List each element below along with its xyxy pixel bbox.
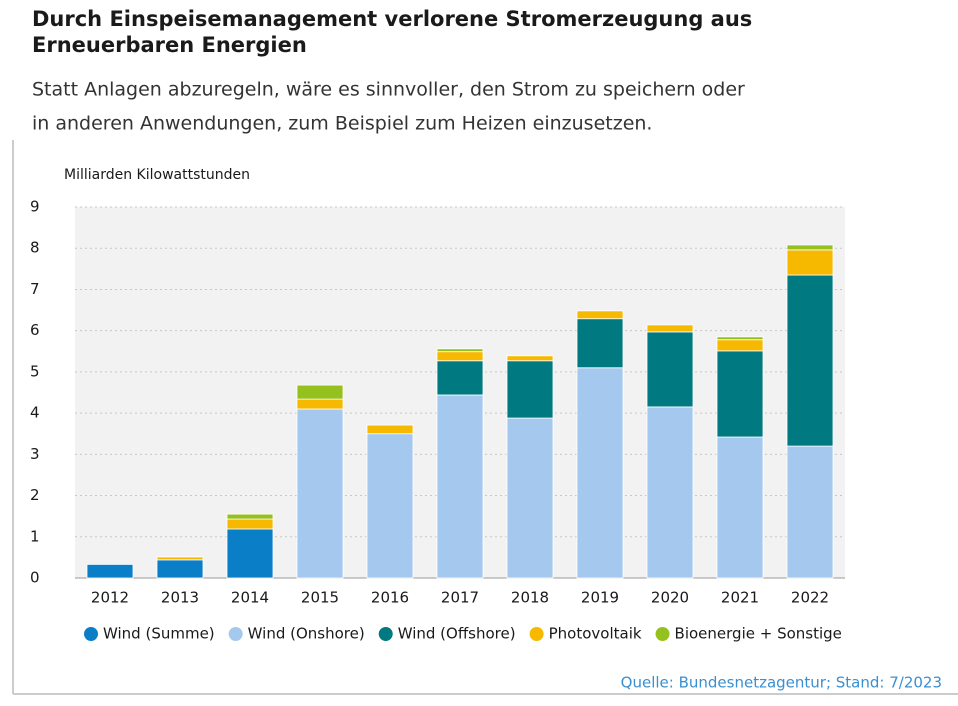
- bar-segment: [786, 445, 834, 579]
- y-tick-label: 0: [30, 569, 40, 587]
- legend-swatch: [228, 627, 243, 641]
- chart-title: Erneuerbaren Energien: [32, 33, 307, 57]
- bar-segment: [576, 310, 624, 320]
- bar-segment: [366, 424, 414, 435]
- y-tick-label: 2: [30, 486, 40, 504]
- x-tick-label: 2012: [91, 589, 129, 607]
- bar-segment: [436, 348, 484, 353]
- bar-segment: [716, 436, 764, 579]
- legend-label: Wind (Offshore): [398, 625, 516, 643]
- bar-segment: [226, 528, 274, 579]
- x-tick-label: 2021: [721, 589, 759, 607]
- x-tick-label: 2015: [301, 589, 339, 607]
- bar-segment: [576, 318, 624, 369]
- bar-segment: [296, 384, 344, 400]
- bar-segment: [296, 398, 344, 410]
- y-tick-label: 3: [30, 445, 40, 463]
- y-tick-label: 7: [30, 280, 40, 298]
- chart-title: Durch Einspeisemanagement verlorene Stro…: [32, 7, 752, 31]
- bar-segment: [646, 324, 694, 333]
- legend-label: Wind (Onshore): [248, 625, 365, 643]
- bar-segment: [506, 360, 554, 419]
- bar-segment: [156, 559, 204, 579]
- x-tick-label: 2016: [371, 589, 409, 607]
- x-tick-label: 2014: [231, 589, 269, 607]
- x-tick-label: 2020: [651, 589, 689, 607]
- y-tick-label: 5: [30, 362, 40, 380]
- bar-segment: [226, 513, 274, 520]
- bar-segment: [786, 274, 834, 447]
- x-tick-label: 2022: [791, 589, 829, 607]
- legend-swatch: [84, 627, 98, 641]
- bar-segment: [786, 249, 834, 276]
- legend-label: Photovoltaik: [549, 625, 642, 643]
- source: Quelle: Bundesnetzagentur; Stand: 7/2023: [621, 674, 942, 692]
- chart-subtitle: Statt Anlagen abzuregeln, wäre es sinnvo…: [32, 79, 745, 101]
- y-tick-label: 8: [30, 239, 40, 257]
- bar-segment: [506, 355, 554, 362]
- bar-segment: [716, 336, 764, 341]
- legend-label: Wind (Summe): [103, 625, 215, 643]
- legend-swatch: [655, 627, 670, 641]
- legend-swatch: [378, 627, 393, 641]
- bar-segment: [156, 556, 204, 561]
- bar-segment: [646, 406, 694, 579]
- x-tick-label: 2013: [161, 589, 199, 607]
- x-tick-label: 2018: [511, 589, 549, 607]
- bar-segment: [436, 394, 484, 579]
- bar-segment: [226, 518, 274, 530]
- y-axis-label: Milliarden Kilowattstunden: [64, 167, 250, 183]
- y-tick-label: 1: [30, 527, 40, 545]
- bar-segment: [786, 244, 834, 251]
- bar-segment: [296, 408, 344, 579]
- x-tick-label: 2019: [581, 589, 619, 607]
- legend-label: Bioenergie + Sonstige: [675, 625, 842, 643]
- y-tick-label: 4: [30, 404, 40, 422]
- bar-segment: [716, 339, 764, 352]
- bar-segment: [646, 331, 694, 408]
- chart-subtitle: in anderen Anwendungen, zum Beispiel zum…: [32, 113, 652, 135]
- legend-swatch: [529, 627, 544, 641]
- bar-segment: [436, 360, 484, 396]
- x-tick-label: 2017: [441, 589, 479, 607]
- bar-segment: [576, 367, 624, 579]
- bar-segment: [716, 350, 764, 438]
- bar-segment: [436, 351, 484, 362]
- bar-segment: [506, 417, 554, 579]
- y-tick-label: 6: [30, 321, 40, 339]
- y-tick-label: 9: [30, 198, 40, 216]
- bar-segment: [86, 563, 134, 579]
- bar-segment: [366, 433, 414, 579]
